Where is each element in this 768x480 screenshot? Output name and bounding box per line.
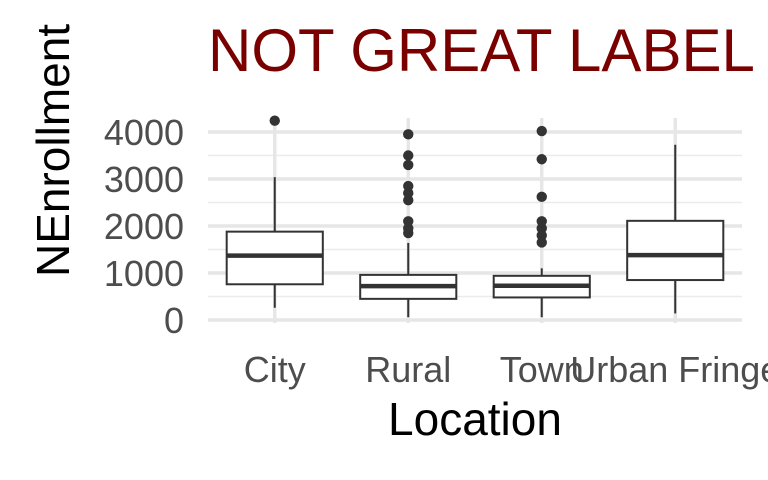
outlier-point: [403, 150, 414, 161]
iqr-box: [225, 230, 324, 286]
x-tick-label: Urban Fringe: [570, 349, 768, 390]
x-axis-label: Location: [388, 393, 562, 445]
y-tick-label: 3000: [104, 159, 184, 200]
y-tick-labels: 0 1000 2000 3000 4000: [104, 112, 184, 341]
outlier-point: [536, 216, 547, 227]
outlier-point: [403, 180, 414, 192]
outlier-point: [536, 154, 547, 165]
outlier-point: [536, 191, 547, 203]
outlier-point: [403, 159, 414, 171]
y-tick-label: 0: [164, 300, 184, 341]
box-rural: [359, 129, 458, 318]
outlier-point: [269, 115, 280, 126]
outlier-point: [403, 129, 414, 140]
box-city: [225, 115, 324, 308]
outlier-point: [403, 216, 414, 227]
boxes: [225, 115, 725, 318]
x-tick-label: City: [244, 349, 306, 390]
x-tick-label: Town: [500, 349, 584, 390]
y-tick-label: 4000: [104, 112, 184, 153]
y-axis-label: NEnrollment: [27, 23, 79, 277]
y-tick-label: 1000: [104, 253, 184, 294]
y-tick-label: 2000: [104, 206, 184, 247]
iqr-box: [626, 219, 725, 282]
chart-title: NOT GREAT LABEL: [208, 17, 755, 84]
x-tick-label: Rural: [365, 349, 451, 390]
outlier-point: [536, 125, 547, 137]
box-town: [492, 125, 591, 318]
box-urban-fringe: [626, 144, 725, 314]
